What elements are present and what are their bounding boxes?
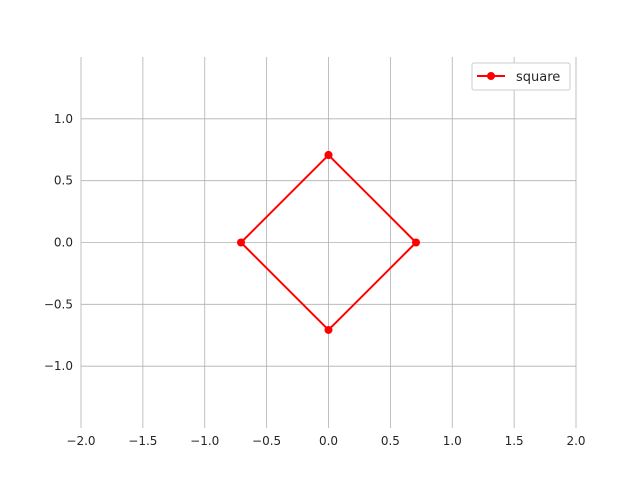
legend-label: square (516, 70, 560, 85)
data-point (324, 325, 333, 334)
tick-labels: −2.0 −1.5 −1.0 −0.5 0.0 0.5 1.0 1.5 2.0 −1.0 −0.5 0… (44, 112, 586, 448)
x-tick-label: −0.5 (252, 434, 281, 448)
x-tick-label: −1.0 (190, 434, 219, 448)
x-tick-label: 2.0 (566, 434, 585, 448)
grid (80, 57, 577, 428)
data-point (236, 238, 245, 247)
x-tick-label: 1.5 (505, 434, 524, 448)
legend-marker (487, 72, 495, 80)
series-layer (236, 151, 421, 334)
y-tick-label: 0.5 (54, 174, 73, 188)
legend-box (471, 62, 571, 91)
data-point (324, 151, 333, 160)
y-tick-label: −1.0 (44, 359, 73, 373)
x-tick-label: 0.0 (319, 434, 338, 448)
y-tick-label: 1.0 (54, 112, 73, 126)
x-tick-label: 0.5 (381, 434, 400, 448)
data-point (412, 238, 421, 247)
legend: square (471, 62, 571, 91)
y-tick-label: −0.5 (44, 297, 73, 311)
x-tick-label: −1.5 (128, 434, 157, 448)
y-tick-label: 0.0 (54, 236, 73, 250)
x-tick-label: 1.0 (443, 434, 462, 448)
x-tick-label: −2.0 (66, 434, 95, 448)
